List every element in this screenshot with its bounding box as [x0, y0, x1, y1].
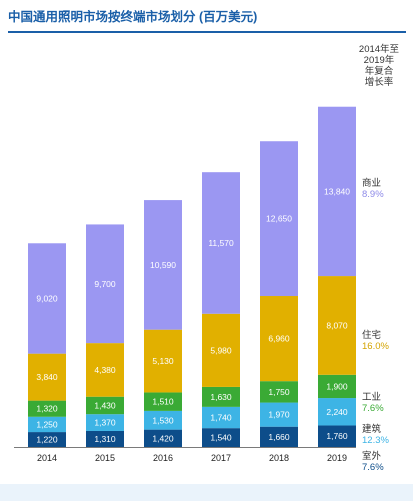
data-label: 3,840	[36, 372, 58, 382]
legend-industrial-name: 工业	[362, 392, 382, 403]
bar-segment	[86, 414, 124, 431]
bar-segment	[28, 353, 66, 401]
data-label: 10,590	[150, 260, 176, 270]
x-tick-label: 2019	[327, 453, 347, 463]
data-label: 1,370	[94, 418, 116, 428]
data-label: 1,660	[268, 432, 290, 442]
x-tick-label: 2014	[37, 453, 57, 463]
legend-industrial: 工业 7.6%	[362, 392, 384, 414]
bar-segment	[318, 374, 356, 399]
legend-residential: 住宅 16.0%	[362, 330, 389, 352]
x-tick-label: 2015	[95, 453, 115, 463]
cagr-header-line: 2014年至	[358, 44, 400, 55]
legend-commercial-name: 商业	[362, 178, 382, 189]
data-label: 13,840	[324, 186, 350, 196]
x-tick-label: 2016	[153, 453, 173, 463]
x-tick-label: 2017	[211, 453, 231, 463]
bar-segment	[202, 313, 240, 387]
legend-outdoor: 室外 7.6%	[362, 451, 384, 473]
cagr-header-line: 增长率	[364, 77, 394, 88]
bar-segment	[202, 406, 240, 429]
bar-segment	[318, 106, 356, 277]
bar-segment	[144, 392, 182, 411]
legend-residential-rate: 16.0%	[362, 341, 389, 352]
x-tick-label: 2018	[269, 453, 289, 463]
data-label: 1,430	[94, 400, 116, 410]
data-label: 1,630	[210, 392, 232, 402]
data-label: 1,310	[94, 434, 116, 444]
cagr-header-line: 年复合	[364, 66, 394, 77]
bar-segment	[318, 276, 356, 375]
legend-architectural-rate: 12.3%	[362, 435, 389, 446]
bar-segment	[144, 329, 182, 393]
data-label: 1,540	[210, 433, 232, 443]
bar-segment	[202, 386, 240, 407]
data-label: 2,240	[326, 407, 348, 417]
chart-title: 中国通用照明市场按终端市场划分 (百万美元)	[8, 6, 406, 33]
footer-band	[0, 484, 413, 501]
bar-segment	[260, 141, 298, 297]
data-label: 1,760	[326, 431, 348, 441]
legend-residential-name: 住宅	[362, 330, 382, 341]
bar-segment	[144, 429, 182, 447]
data-label: 4,380	[94, 365, 116, 375]
bar-segment	[28, 416, 66, 433]
data-label: 1,970	[268, 410, 290, 420]
data-label: 5,980	[210, 345, 232, 355]
bar-segment	[202, 172, 240, 314]
data-label: 1,750	[268, 387, 290, 397]
legend-outdoor-rate: 7.6%	[362, 462, 384, 473]
data-label: 9,020	[36, 293, 58, 303]
bar-segment	[260, 426, 298, 447]
bar-segment	[260, 296, 298, 382]
bar-segment	[144, 200, 182, 330]
bar-segment	[28, 400, 66, 417]
legend-industrial-rate: 7.6%	[362, 403, 384, 414]
data-label: 1,250	[36, 419, 58, 429]
bar-segment	[144, 410, 182, 430]
bar-segment	[86, 224, 124, 344]
data-label: 1,900	[326, 381, 348, 391]
data-label: 11,570	[208, 238, 234, 248]
data-label: 12,650	[266, 214, 292, 224]
legend-outdoor-name: 室外	[362, 451, 382, 462]
cagr-header: 2014年至 2019年 年复合 增长率	[350, 44, 408, 88]
data-label: 1,740	[210, 413, 232, 423]
data-label: 1,510	[152, 397, 174, 407]
cagr-header-line: 2019年	[363, 55, 395, 66]
data-label: 8,070	[326, 320, 348, 330]
bar-segment	[318, 425, 356, 447]
legend-architectural-name: 建筑	[362, 424, 382, 435]
bar-segment	[260, 402, 298, 427]
data-label: 1,530	[152, 415, 174, 425]
data-label: 1,320	[36, 404, 58, 414]
bar-segment	[28, 243, 66, 354]
data-label: 1,220	[36, 435, 58, 445]
data-label: 1,420	[152, 433, 174, 443]
bar-segment	[86, 343, 124, 397]
bar-segment	[318, 398, 356, 426]
data-label: 5,130	[152, 356, 174, 366]
bar-segment	[202, 428, 240, 447]
data-label: 9,700	[94, 279, 116, 289]
bar-segment	[86, 430, 124, 447]
legend-commercial-rate: 8.9%	[362, 189, 384, 200]
data-label: 6,960	[268, 334, 290, 344]
bar-segment	[86, 396, 124, 415]
bar-segment	[260, 381, 298, 403]
legend-architectural: 建筑 12.3%	[362, 424, 389, 446]
bar-segment	[28, 432, 66, 447]
legend-commercial: 商业 8.9%	[362, 178, 384, 200]
